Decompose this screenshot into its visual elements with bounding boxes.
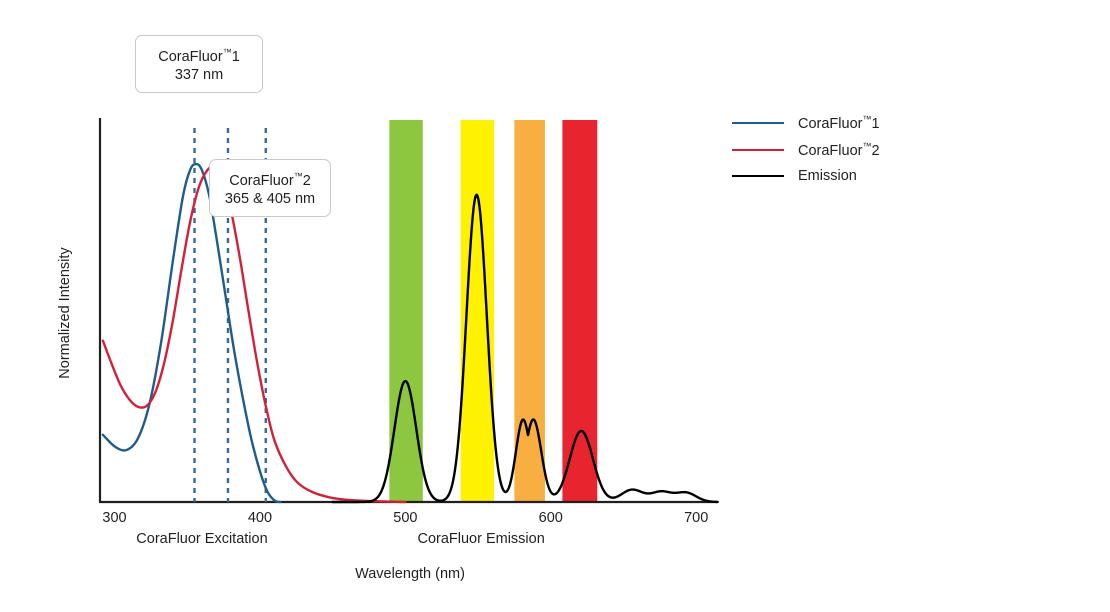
- callout-cf1-line1: CoraFluor™1: [158, 47, 240, 65]
- legend-line-swatch: [732, 175, 784, 177]
- x-tick-label-700: 700: [684, 510, 709, 526]
- trademark-icon: ™: [862, 114, 872, 124]
- trademark-icon: ™: [293, 171, 303, 181]
- callout-corafluor2: CoraFluor™2 365 & 405 nm: [209, 159, 331, 217]
- trademark-icon: ™: [862, 141, 872, 151]
- legend-line-swatch: [732, 121, 784, 124]
- legend-line-swatch: [732, 148, 784, 151]
- legend-label: Emission: [798, 168, 857, 184]
- red-band: [562, 120, 598, 502]
- y-axis-title: Normalized Intensity: [57, 247, 73, 379]
- callout-cf2-line2: 365 & 405 nm: [224, 190, 316, 207]
- legend-entry-3: Emission: [732, 168, 857, 184]
- legend-entry-2: CoraFluor™2: [732, 141, 880, 159]
- x-axis-sublabel-emission: CoraFluor Emission: [417, 531, 545, 547]
- x-tick-label-400: 400: [247, 510, 273, 526]
- x-axis-sublabel-excitation: CoraFluor Excitation: [136, 531, 268, 547]
- callout-cf1-line2: 337 nm: [174, 66, 224, 83]
- trademark-icon: ™: [222, 47, 232, 57]
- curve-emission: [331, 193, 719, 504]
- curve-corafluor1: [101, 162, 282, 504]
- chart-plot-area: CoraFluor™1 337 nm CoraFluor™2 365 & 405…: [57, 35, 719, 582]
- x-axis-title: Wavelength (nm): [355, 566, 465, 582]
- legend-label: CoraFluor™1: [798, 114, 880, 132]
- callout-corafluor1: CoraFluor™1 337 nm: [135, 35, 263, 93]
- legend-entry-1: CoraFluor™1: [732, 114, 880, 132]
- x-tick-label-300: 300: [102, 510, 127, 526]
- legend-label: CoraFluor™2: [798, 141, 880, 159]
- x-tick-label-600: 600: [538, 510, 563, 526]
- legend-panel: Compatible Dyes CoraFluor™1CoraFluor™2Em…: [730, 0, 1110, 612]
- x-tick-label-500: 500: [393, 510, 418, 526]
- callout-cf2-line1: CoraFluor™2: [229, 171, 311, 189]
